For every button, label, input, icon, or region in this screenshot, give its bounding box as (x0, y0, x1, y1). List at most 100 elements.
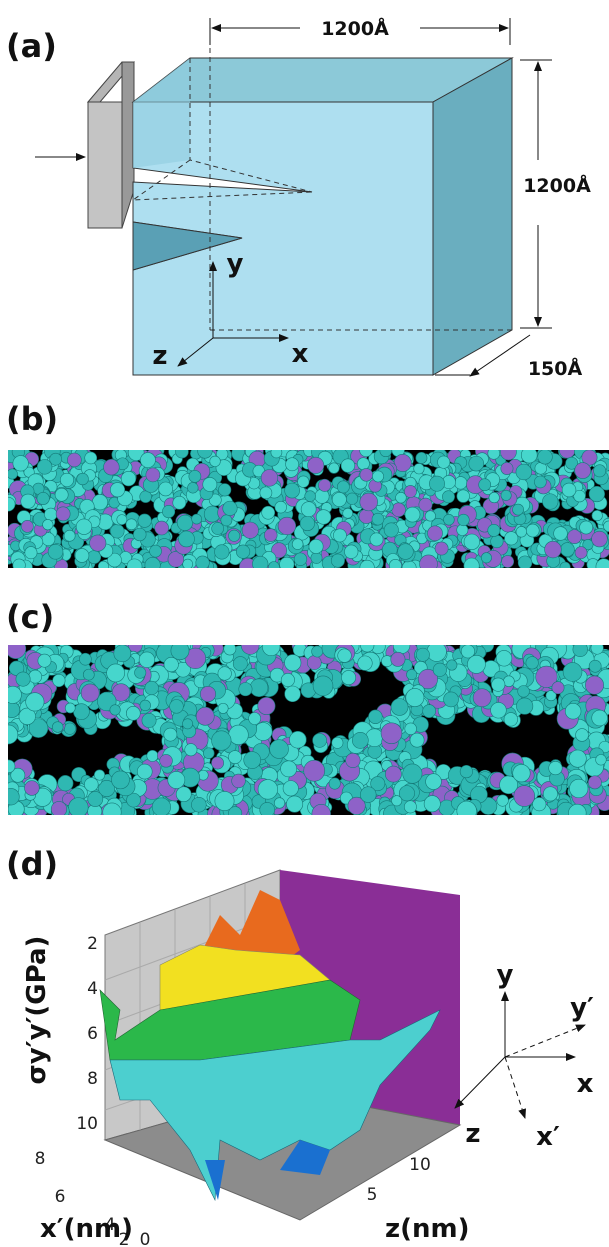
atom (232, 774, 246, 788)
atom (110, 705, 120, 715)
atom (502, 555, 514, 567)
atom (594, 465, 606, 477)
atom (360, 639, 374, 653)
atom (300, 516, 315, 531)
atom (457, 801, 477, 821)
atom (269, 561, 280, 572)
atom (65, 703, 75, 713)
atom (380, 445, 392, 457)
atom (215, 545, 230, 560)
atom (51, 801, 67, 817)
atom (447, 660, 457, 670)
atom (359, 509, 374, 524)
atom (360, 444, 373, 457)
atom (560, 562, 570, 572)
atom (258, 780, 278, 800)
atom (58, 776, 73, 791)
atom (218, 484, 230, 496)
atom (16, 672, 30, 686)
atom (185, 744, 197, 756)
atom (460, 765, 473, 778)
atom (155, 521, 169, 535)
atom (25, 781, 40, 796)
atom (286, 458, 299, 471)
atom (262, 506, 275, 519)
atom (563, 663, 582, 682)
atom (218, 703, 228, 713)
atom (596, 559, 609, 575)
atom (513, 504, 524, 515)
atom (60, 473, 73, 486)
atom (64, 530, 75, 541)
atom (79, 653, 91, 665)
atom (426, 774, 442, 790)
atom (343, 508, 353, 518)
atom (501, 462, 513, 474)
atom (573, 642, 588, 657)
atom (372, 513, 384, 525)
atom (592, 531, 608, 547)
atom (198, 444, 213, 459)
atom (569, 750, 586, 767)
atom (391, 652, 405, 666)
atom (223, 501, 237, 515)
atom (121, 471, 136, 486)
atom (145, 557, 160, 572)
z-tick: 0 (140, 1230, 151, 1247)
atom (559, 443, 574, 458)
atom-image (0, 634, 609, 826)
atom (188, 482, 199, 493)
atom (258, 697, 275, 714)
atom (392, 503, 406, 517)
atom (244, 752, 261, 769)
atom (159, 482, 173, 496)
panel-label: (a) (6, 27, 57, 65)
atom (110, 483, 124, 497)
atom (164, 728, 177, 741)
dim-depth: 150Å (528, 356, 583, 380)
panel-a: (a) 1200Å 1200Å 150Å y x z (6, 16, 591, 380)
atom (228, 751, 241, 764)
atom (338, 649, 352, 663)
atom (176, 445, 189, 458)
panel-label: (c) (6, 598, 54, 636)
atom (513, 764, 530, 781)
atom (341, 670, 355, 684)
atom (311, 552, 322, 563)
atom (393, 637, 410, 654)
triad-label: x (577, 1069, 594, 1099)
atom (318, 479, 330, 491)
triad-label: z (465, 1119, 480, 1149)
atom (81, 684, 99, 702)
atom (147, 750, 158, 761)
atom (385, 766, 401, 782)
atom (464, 558, 479, 573)
atom (162, 505, 174, 517)
atom (0, 725, 18, 744)
atom (479, 479, 491, 491)
atom (410, 733, 424, 747)
atom (77, 473, 89, 485)
atom (146, 468, 160, 482)
atom (192, 514, 202, 524)
atom (13, 559, 26, 572)
atom (107, 664, 125, 682)
atom (69, 798, 89, 818)
atom (236, 545, 250, 559)
atom (53, 674, 65, 686)
atom (592, 710, 608, 726)
atom (360, 787, 376, 803)
atom (278, 517, 296, 535)
atom (341, 459, 355, 473)
atom (228, 807, 241, 820)
atom (103, 803, 122, 822)
atom (457, 490, 470, 503)
atom (575, 463, 591, 479)
atom (55, 488, 68, 501)
atom (562, 483, 576, 497)
atom (360, 560, 374, 574)
atom (4, 686, 21, 703)
y-tick: 2 (87, 934, 98, 954)
atom (505, 532, 518, 545)
atom (173, 496, 186, 509)
